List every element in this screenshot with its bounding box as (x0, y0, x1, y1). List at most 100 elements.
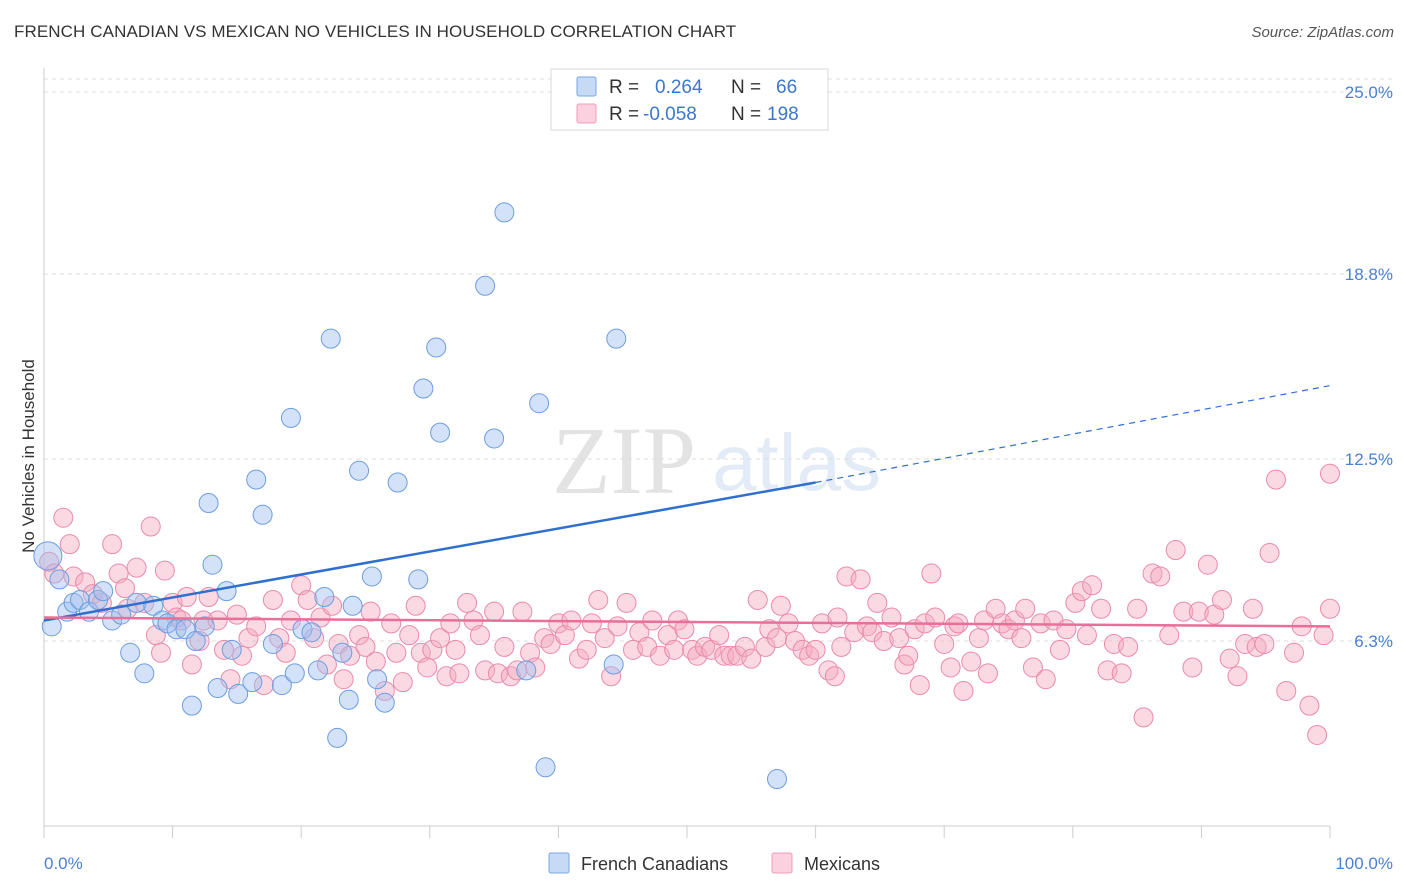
data-point (1320, 463, 1340, 484)
legend: R = 0.264 N = 66 R = -0.058 N = 198 (550, 68, 829, 131)
data-point (734, 636, 755, 657)
data-point (934, 633, 955, 654)
data-point (381, 613, 402, 634)
data-point (898, 645, 919, 666)
data-point (202, 554, 223, 575)
data-point (799, 645, 820, 666)
bottom-legend-label-mexicans: Mexicans (804, 854, 880, 874)
data-point (408, 569, 429, 590)
trend-lines (43, 385, 1331, 628)
data-point (1071, 581, 1092, 602)
data-point (1254, 633, 1275, 654)
legend-n-value-2: 198 (767, 104, 799, 125)
data-point (953, 680, 974, 701)
data-point (487, 663, 508, 684)
data-point (355, 636, 376, 657)
data-point (33, 541, 63, 571)
data-point (228, 683, 249, 704)
data-point (360, 601, 381, 622)
data-point (741, 648, 762, 669)
data-point (134, 663, 155, 684)
data-point (944, 616, 965, 637)
data-point (193, 610, 214, 631)
legend-n-label-1: N = (731, 77, 761, 98)
data-point (767, 769, 788, 790)
data-point (576, 639, 597, 660)
data-point (475, 660, 496, 681)
axes (43, 68, 1331, 838)
data-point (154, 560, 175, 581)
bottom-legend-label-french-canadians: French Canadians (581, 854, 728, 874)
data-point (1246, 636, 1267, 657)
data-point (1015, 598, 1036, 619)
series-french-canadians (33, 202, 788, 790)
data-point (709, 625, 730, 646)
data-point (140, 516, 161, 537)
bottom-legend-swatch-mexicans (771, 852, 793, 874)
data-point (1076, 625, 1097, 646)
data-point (333, 669, 354, 690)
data-point (1133, 707, 1154, 728)
data-point (342, 595, 363, 616)
data-point (1211, 589, 1232, 610)
data-point (374, 680, 395, 701)
data-point (39, 551, 60, 572)
x-tick-label-min: 0.0% (44, 854, 83, 873)
data-point (361, 566, 382, 587)
data-point (440, 613, 461, 634)
watermark-zip: ZIP (552, 407, 696, 514)
data-point (601, 666, 622, 687)
data-point (422, 639, 443, 660)
trend-line-french-canadians (43, 481, 816, 622)
data-point (1265, 469, 1286, 490)
data-point (831, 636, 852, 657)
data-point (581, 613, 602, 634)
data-point (785, 631, 806, 652)
data-point (252, 504, 273, 525)
data-point (1127, 598, 1148, 619)
data-point (469, 625, 490, 646)
data-point (850, 569, 871, 590)
bottom-legend-swatch-french-canadians (548, 852, 570, 874)
data-point (1111, 663, 1132, 684)
data-point (925, 607, 946, 628)
data-point (1022, 657, 1043, 678)
data-point (535, 757, 556, 778)
data-point (246, 469, 267, 490)
legend-r-label-2: R = (609, 104, 639, 125)
data-point (873, 631, 894, 652)
data-point (1182, 657, 1203, 678)
data-point (1276, 680, 1297, 701)
data-point (1188, 601, 1209, 622)
data-point (554, 625, 575, 646)
data-point (588, 589, 609, 610)
data-point (226, 604, 247, 625)
data-point (185, 631, 206, 652)
data-point (1142, 563, 1163, 584)
data-point (181, 695, 202, 716)
data-point (269, 628, 290, 649)
data-point (262, 633, 283, 654)
legend-n-value-1: 66 (776, 77, 797, 98)
data-point (805, 639, 826, 660)
data-point (246, 616, 267, 637)
data-point (534, 628, 555, 649)
data-point (216, 581, 237, 602)
data-point (242, 672, 263, 693)
legend-r-label-1: R = (609, 77, 639, 98)
data-point (1299, 695, 1320, 716)
y-tick-label: 6.3% (1354, 632, 1393, 651)
data-point (594, 628, 615, 649)
watermark-atlas: atlas (712, 418, 881, 507)
data-point (338, 689, 359, 710)
data-point (1242, 598, 1263, 619)
bottom-legend: French Canadians Mexicans (548, 852, 880, 874)
data-point (867, 592, 888, 613)
data-point (284, 663, 305, 684)
data-point (747, 589, 768, 610)
source-credit: Source: ZipAtlas.com (1251, 24, 1394, 41)
data-point (449, 663, 470, 684)
data-point (494, 636, 515, 657)
data-point (1091, 598, 1112, 619)
